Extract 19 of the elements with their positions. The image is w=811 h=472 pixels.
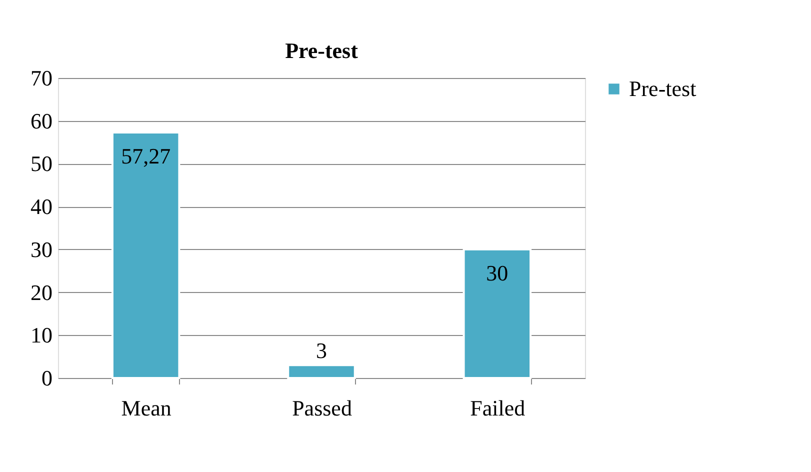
bar bbox=[111, 132, 180, 379]
bar bbox=[462, 248, 532, 379]
data-label: 30 bbox=[486, 260, 508, 286]
data-label: 3 bbox=[316, 338, 327, 364]
legend-label: Pre-test bbox=[629, 76, 696, 101]
y-tick-label: 0 bbox=[42, 366, 52, 390]
y-tick-label: 30 bbox=[30, 236, 52, 262]
x-tick-label: Passed bbox=[292, 396, 352, 420]
y-tick-label: 20 bbox=[30, 280, 52, 305]
y-tick-label: 60 bbox=[30, 108, 52, 134]
x-tick-label: Failed bbox=[470, 396, 526, 420]
y-tick-label: 50 bbox=[30, 151, 52, 176]
y-tick-label: 10 bbox=[30, 322, 52, 348]
chart-title: Pre-test bbox=[285, 38, 359, 63]
bar bbox=[287, 364, 356, 379]
data-label: 57,27 bbox=[121, 144, 171, 169]
y-tick-label: 40 bbox=[30, 194, 52, 220]
y-tick-label: 70 bbox=[30, 66, 52, 90]
x-tick-label: Mean bbox=[121, 396, 172, 420]
